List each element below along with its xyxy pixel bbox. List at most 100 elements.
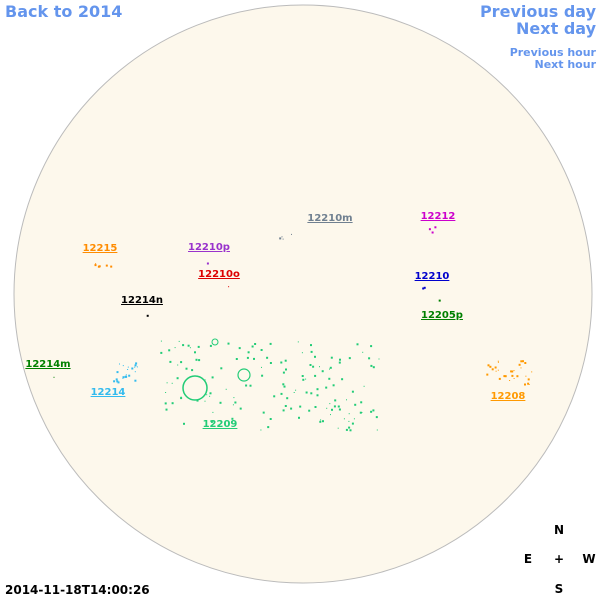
sunspot bbox=[338, 361, 341, 364]
sunspot bbox=[280, 392, 283, 395]
sunspot bbox=[180, 361, 183, 364]
sunspot bbox=[321, 370, 324, 373]
region-label: 12209 bbox=[203, 419, 238, 430]
sunspot bbox=[497, 369, 499, 371]
sunspot bbox=[372, 366, 375, 369]
sunspot bbox=[351, 422, 354, 425]
sunspot bbox=[331, 408, 333, 411]
next-hour-link[interactable]: Next hour bbox=[535, 58, 597, 71]
sunspot bbox=[314, 374, 317, 377]
sunspot bbox=[284, 359, 287, 362]
sunspot bbox=[305, 378, 307, 380]
sunspot bbox=[220, 367, 223, 370]
sunspot bbox=[528, 384, 530, 385]
sunspot bbox=[134, 364, 137, 367]
sunspot bbox=[285, 368, 287, 371]
back-link[interactable]: Back to 2014 bbox=[5, 2, 122, 21]
sunspot bbox=[370, 364, 373, 367]
sunspot bbox=[354, 403, 357, 406]
sunspot bbox=[177, 364, 179, 366]
sunspot bbox=[356, 343, 359, 346]
sunspot bbox=[290, 407, 293, 410]
sunspot bbox=[282, 371, 285, 374]
sunspot bbox=[160, 340, 162, 342]
sunspot bbox=[520, 367, 522, 369]
sunspot bbox=[330, 356, 333, 359]
region-label: 12210o bbox=[198, 269, 240, 280]
sunspot bbox=[322, 420, 324, 423]
sunspot bbox=[282, 383, 285, 386]
sunspot bbox=[343, 418, 345, 420]
sunspot bbox=[146, 314, 149, 317]
sunspot bbox=[209, 395, 211, 397]
sunspot bbox=[332, 384, 335, 387]
sunspot bbox=[115, 378, 118, 381]
sunspot bbox=[345, 428, 348, 431]
sunspot bbox=[239, 407, 242, 410]
sunspot bbox=[206, 262, 209, 265]
sunspot bbox=[487, 364, 490, 367]
sunspot bbox=[267, 426, 270, 429]
sunspot bbox=[209, 344, 212, 347]
previous-hour-link[interactable]: Previous hour bbox=[510, 46, 597, 59]
sunspot bbox=[127, 366, 129, 368]
sunspot bbox=[489, 365, 492, 368]
sunspot-umbra bbox=[182, 375, 208, 401]
sunspot bbox=[286, 397, 289, 400]
previous-day-link[interactable]: Previous day bbox=[480, 2, 597, 21]
sunspot bbox=[438, 299, 441, 302]
sunspot bbox=[171, 402, 174, 405]
sunspot bbox=[428, 228, 431, 231]
sunspot bbox=[131, 367, 134, 370]
sunspot bbox=[423, 286, 426, 289]
sunspot bbox=[204, 400, 206, 402]
sunspot bbox=[531, 371, 533, 373]
sunspot bbox=[325, 386, 328, 389]
sunspot bbox=[125, 374, 127, 376]
sunspot bbox=[341, 378, 344, 381]
sunspot bbox=[165, 392, 167, 393]
region-label: 12212 bbox=[421, 211, 456, 222]
region-label: 12214m bbox=[25, 359, 70, 370]
next-day-link[interactable]: Next day bbox=[516, 19, 597, 38]
sunspot bbox=[95, 263, 97, 265]
sunspot bbox=[124, 375, 127, 378]
sunspot bbox=[353, 418, 355, 420]
sunspot bbox=[329, 403, 331, 405]
sunspot bbox=[122, 376, 125, 379]
sunspot bbox=[319, 366, 320, 368]
sunspot bbox=[246, 356, 249, 359]
sunspot bbox=[319, 420, 322, 423]
sunspot bbox=[227, 342, 230, 345]
sunspot bbox=[53, 376, 55, 378]
sunspot bbox=[497, 360, 499, 362]
sunspot bbox=[513, 378, 515, 379]
sunspot bbox=[183, 422, 185, 425]
sunspot bbox=[308, 409, 311, 412]
sunspot bbox=[329, 366, 332, 369]
sunspot bbox=[310, 344, 312, 347]
sunspot bbox=[262, 411, 265, 414]
sunspot bbox=[232, 404, 234, 406]
sunspot bbox=[195, 358, 198, 361]
sunspot bbox=[168, 349, 171, 352]
sunspot bbox=[298, 416, 300, 419]
region-label: 12208 bbox=[491, 391, 526, 402]
sunspot bbox=[434, 226, 437, 229]
sunspot bbox=[209, 392, 212, 395]
sunspot bbox=[178, 340, 180, 342]
sunspot bbox=[260, 349, 263, 351]
region-label: 12215 bbox=[83, 243, 118, 254]
sunspot bbox=[312, 365, 315, 368]
sunspot bbox=[333, 405, 336, 408]
sunspot bbox=[297, 341, 299, 343]
sunspot bbox=[314, 406, 317, 408]
sunspot bbox=[328, 377, 331, 380]
sunspot bbox=[273, 395, 276, 398]
sunspot bbox=[527, 378, 530, 381]
sunspot bbox=[302, 378, 305, 381]
sunspot bbox=[309, 364, 312, 366]
sunspot bbox=[283, 385, 286, 388]
sunspot bbox=[363, 385, 365, 387]
